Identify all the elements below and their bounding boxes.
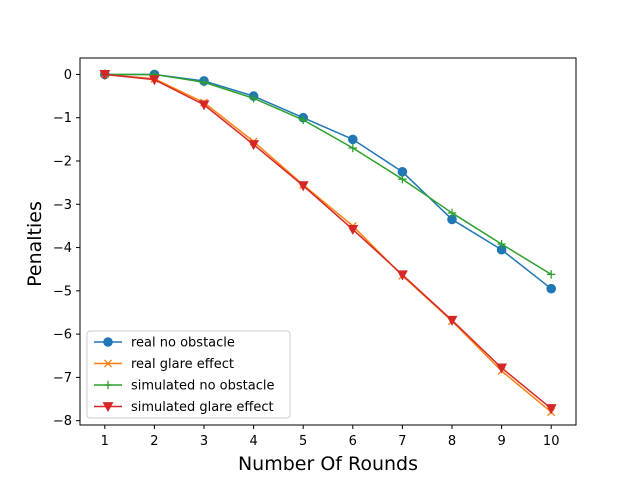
data-point [198,100,210,111]
series-line [104,73,552,276]
x-tick-label: 8 [448,434,456,449]
y-tick-label: 0 [64,68,72,83]
x-axis-label: Number Of Rounds [238,453,418,475]
y-axis-label: Penalties [24,201,46,287]
data-point [99,70,111,81]
data-point [148,75,160,86]
data-point [546,283,557,294]
y-tick-label: −6 [53,328,72,343]
data-point [446,315,458,326]
legend-entry: simulated no obstacle [94,379,274,394]
y-tick-label: −4 [53,241,72,256]
legend: real no obstacle real glare effect simulat… [86,330,291,419]
plot-frame [79,57,577,426]
data-point [347,224,359,236]
data-point [545,404,557,415]
legend-entry: simulated glare effect [94,400,274,415]
data-point [496,363,508,374]
x-tick-label: 10 [543,434,560,449]
data-point [547,270,556,279]
x-tick-label: 1 [101,434,109,449]
data-point [397,167,408,177]
data-point [199,78,209,87]
data-point [348,143,357,153]
legend-entry: real no obstacle [94,336,235,351]
legend-label: real glare effect [131,357,234,372]
series-line [104,73,552,413]
data-point [299,115,308,125]
data-point [497,239,506,249]
series-layer [99,69,557,417]
legend-marker [102,402,114,413]
x-tick-label: 4 [249,434,257,449]
series-simulated-glare-effect [99,70,557,415]
x-tick-label: 7 [398,434,406,449]
marker-stroke [103,359,113,368]
legend-label: simulated no obstacle [131,379,274,394]
x-tick-label: 6 [349,434,357,449]
series-line [104,73,552,410]
axes-layer: 1 2 3 4 5 6 7 8 9 10 0 −1 −2 −3 −4 −5 −6 −7 −8 [53,57,577,449]
y-tick-label: −5 [53,284,72,299]
y-tick-label: −2 [53,155,72,170]
x-tick-label: 3 [200,434,208,449]
legend-label: real no obstacle [131,336,235,351]
x-tick-label: 9 [497,434,505,449]
legend-label: simulated glare effect [131,400,274,415]
y-tick-label: −1 [53,111,72,126]
data-point [249,94,258,103]
legend-marker [103,380,113,390]
legend-box [86,330,291,419]
data-point [248,140,260,151]
legend-entry: real glare effect [94,357,234,372]
y-tick-label: −7 [53,371,72,386]
legend-marker [103,359,113,368]
y-tick-label: −8 [53,414,72,429]
data-point [348,134,358,145]
data-point [396,270,408,281]
y-tick-label: −3 [53,198,72,213]
x-tick-label: 2 [150,434,158,449]
legend-marker [103,337,113,347]
data-point [447,208,457,218]
data-point [297,181,309,192]
data-point [398,174,407,184]
x-tick-label: 5 [299,434,307,449]
